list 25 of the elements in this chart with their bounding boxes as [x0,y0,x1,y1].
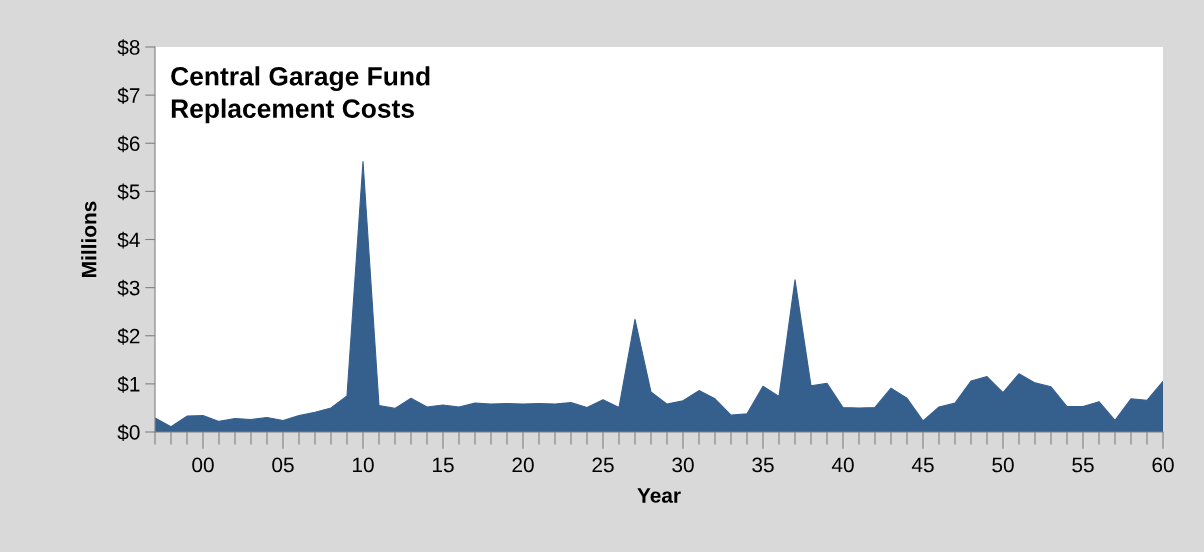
x-tick-label: 25 [592,457,614,473]
y-tick-label: $8 [117,39,140,56]
y-tick-label: $3 [117,279,140,297]
x-tick-label: 20 [512,457,534,473]
x-tick-label: 50 [992,457,1014,473]
x-tick-label: 00 [192,457,214,473]
y-tick-label: $5 [117,183,140,201]
x-tick-label: 10 [353,457,374,473]
y-tick-label: $7 [117,87,140,105]
x-tick-label: 45 [911,457,934,473]
y-tick-label: $4 [117,231,140,249]
y-tick-label: $6 [117,135,140,153]
x-tick-label: 35 [752,457,774,473]
x-tick-label: 40 [831,457,854,473]
y-tick-label: $2 [117,327,140,345]
x-tick-label: 05 [272,457,294,473]
x-axis-title: Year [637,488,681,503]
y-axis-title: Millions [81,201,97,277]
x-tick-label: 30 [672,457,694,473]
x-tick-label: 15 [433,457,454,473]
y-tick-label: $0 [117,424,140,441]
text: Central Garage Fund Replacement Costs [171,66,430,124]
x-tick-label: 55 [1072,457,1094,473]
y-tick-label: $1 [117,376,140,393]
x-tick-label: 60 [1152,457,1174,473]
